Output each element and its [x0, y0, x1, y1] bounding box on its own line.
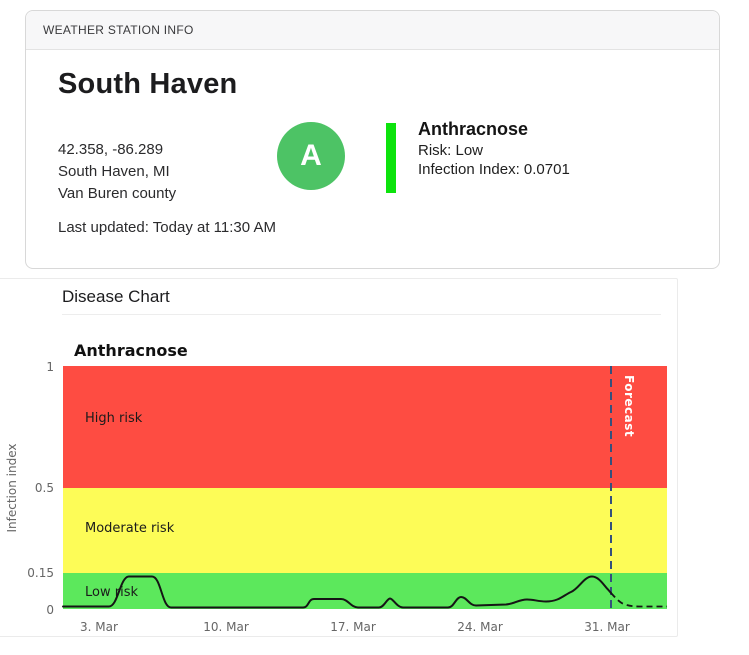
high-risk-label: High risk [85, 411, 143, 426]
disease-name: Anthracnose [418, 119, 529, 139]
station-info-block: 42.358, -86.289 South Haven, MI Van Bure… [58, 139, 176, 205]
last-updated-text: Last updated: Today at 11:30 AM [58, 219, 276, 236]
high-risk-band [63, 366, 667, 488]
y-tick-1: 1 [46, 360, 54, 374]
y-tick-0: 0 [46, 603, 54, 617]
moderate-risk-band [63, 487, 667, 573]
station-card-header: WEATHER STATION INFO [26, 11, 719, 50]
x-tick-24-mar: 24. Mar [457, 620, 503, 634]
y-tick-0-5: 0.5 [34, 481, 54, 495]
station-county: Van Buren county [58, 185, 177, 202]
disease-letter-badge: A [277, 122, 345, 190]
disease-chart-card: Disease Chart Anthracnose Infection inde… [0, 278, 678, 637]
chart-title: Anthracnose [74, 341, 188, 360]
station-city-state: South Haven, MI [58, 163, 170, 180]
station-coordinates: 42.358, -86.289 [58, 141, 164, 158]
forecast-series-line [610, 592, 667, 608]
x-tick-17-mar: 17. Mar [330, 620, 376, 634]
x-tick-10-mar: 10. Mar [203, 620, 249, 634]
station-card-header-label: WEATHER STATION INFO [43, 23, 194, 37]
station-name: South Haven [58, 68, 238, 100]
disease-infection-index-text: Infection Index: 0.0701 [418, 161, 570, 178]
low-risk-label: Low risk [85, 585, 138, 600]
infection-index-line-chart: Forecast [62, 366, 667, 609]
chart-plot-area[interactable]: High risk Moderate risk Low risk Forecas… [62, 366, 667, 609]
disease-chart-section-title: Disease Chart [62, 287, 170, 306]
forecast-label: Forecast [622, 375, 636, 437]
disease-risk-text: Risk: Low [418, 142, 484, 159]
section-divider [62, 314, 661, 315]
observed-series-line [62, 575, 612, 609]
low-risk-band [63, 572, 667, 609]
anthracnose-chart: Anthracnose Infection index 1 0.5 0.15 0… [0, 279, 677, 636]
station-info-card: WEATHER STATION INFO South Haven 42.358,… [25, 10, 720, 269]
risk-level-color-bar [386, 123, 396, 193]
disease-letter: A [300, 139, 322, 172]
disease-summary-block: Anthracnose Risk: Low Infection Index: 0… [418, 118, 570, 179]
y-tick-0-15: 0.15 [27, 566, 54, 580]
x-tick-31-mar: 31. Mar [584, 620, 630, 634]
x-tick-3-mar: 3. Mar [80, 620, 118, 634]
moderate-risk-label: Moderate risk [85, 521, 175, 536]
